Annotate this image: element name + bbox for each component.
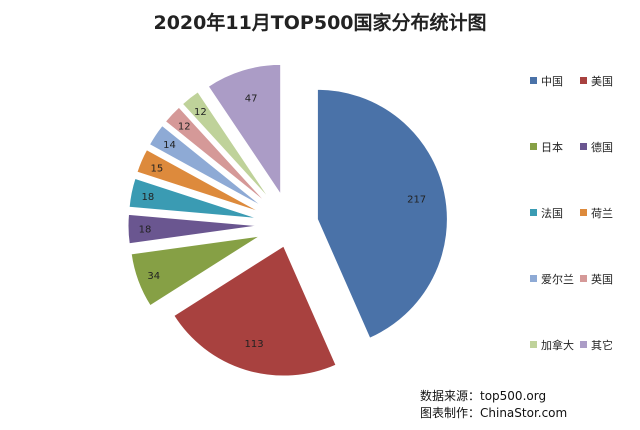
data-label: 18 <box>141 192 154 203</box>
pie-slice-1 <box>173 245 337 377</box>
data-label: 217 <box>407 194 426 205</box>
legend-label: 日本 <box>541 141 563 154</box>
legend-swatch <box>580 143 587 150</box>
pie-slice-4 <box>128 177 259 220</box>
legend-label: 美国 <box>591 75 613 88</box>
data-label: 12 <box>194 107 207 118</box>
pie-slice-9 <box>207 63 282 197</box>
legend-label: 中国 <box>541 75 563 88</box>
legend-swatch <box>580 209 587 216</box>
legend-item: 法国 <box>530 205 580 271</box>
legend-row: 中国 美国 <box>530 73 640 139</box>
legend-label: 爱尔兰 <box>541 273 574 286</box>
legend: 中国 美国日本 德国法国 荷兰爱尔兰 英国加拿大 其它 <box>530 73 640 403</box>
source-note: 数据来源：top500.org <box>420 389 547 403</box>
legend-swatch <box>580 275 587 282</box>
footer: 数据来源：top500.org 图表制作：ChinaStor.com <box>420 388 567 422</box>
pie-slice-8 <box>181 91 271 201</box>
legend-label: 加拿大 <box>541 339 574 352</box>
credit-note: 图表制作：ChinaStor.com <box>420 406 568 420</box>
legend-label: 其它 <box>591 339 613 352</box>
legend-item: 日本 <box>530 139 580 205</box>
legend-item: 德国 <box>580 139 630 205</box>
legend-label: 德国 <box>591 141 613 154</box>
legend-row: 爱尔兰 英国 <box>530 271 640 337</box>
legend-item: 加拿大 <box>530 337 580 403</box>
legend-item: 爱尔兰 <box>530 271 580 337</box>
pie-slice-7 <box>164 106 268 204</box>
legend-row: 加拿大 其它 <box>530 337 640 403</box>
legend-swatch <box>530 209 537 216</box>
legend-label: 荷兰 <box>591 207 613 220</box>
legend-item: 英国 <box>580 271 630 337</box>
pie-slice-3 <box>127 213 259 245</box>
pie-slice-2 <box>130 235 261 307</box>
legend-swatch <box>530 77 537 84</box>
data-label: 47 <box>245 93 258 104</box>
legend-swatch <box>530 143 537 150</box>
legend-label: 英国 <box>591 273 613 286</box>
data-label: 15 <box>150 163 163 174</box>
legend-row: 法国 荷兰 <box>530 205 640 271</box>
data-label: 18 <box>139 225 152 236</box>
legend-item: 中国 <box>530 73 580 139</box>
data-label: 113 <box>245 339 264 350</box>
legend-swatch <box>530 341 537 348</box>
legend-swatch <box>580 77 587 84</box>
data-label: 34 <box>147 271 160 282</box>
legend-row: 日本 德国 <box>530 139 640 205</box>
legend-label: 法国 <box>541 207 563 220</box>
pie-slice-5 <box>136 148 261 213</box>
chart-title: 2020年11月TOP500国家分布统计图 <box>153 12 487 34</box>
pie-slice-6 <box>148 124 264 208</box>
data-label: 12 <box>178 122 191 133</box>
data-label: 14 <box>163 140 176 151</box>
legend-swatch <box>580 341 587 348</box>
legend-swatch <box>530 275 537 282</box>
pie-slice-0 <box>316 88 448 339</box>
legend-item: 美国 <box>580 73 630 139</box>
legend-item: 荷兰 <box>580 205 630 271</box>
legend-item: 其它 <box>580 337 630 403</box>
